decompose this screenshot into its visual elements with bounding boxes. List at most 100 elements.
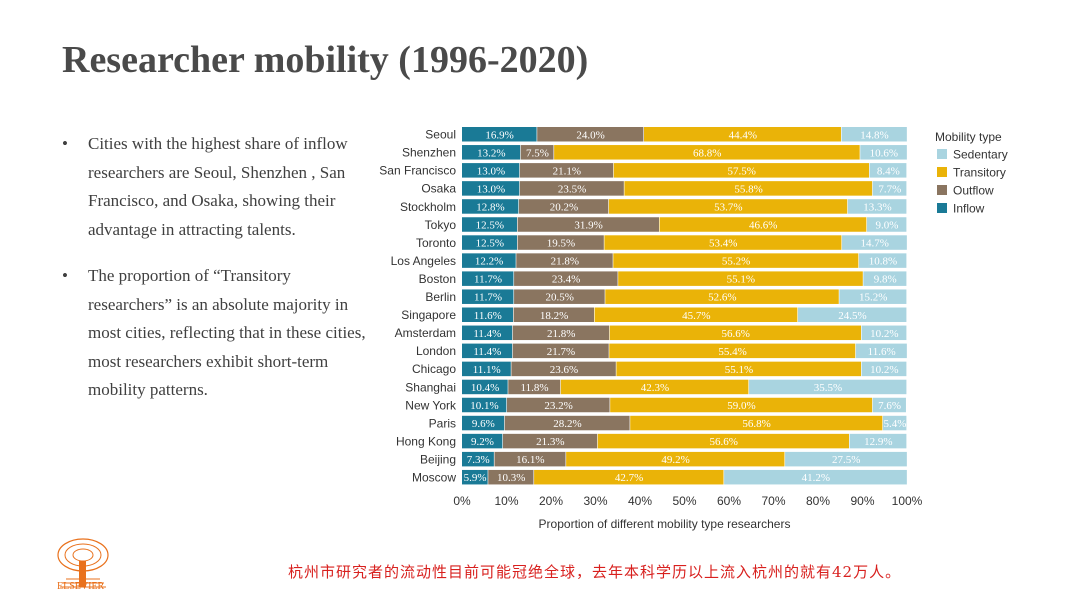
bar-value-label: 12.5% (476, 238, 504, 250)
bar-segment-inflow (462, 379, 508, 395)
bar-segment-sedentary (847, 199, 907, 214)
bar-segment-transitory (613, 253, 859, 268)
bullet-text-transitory: The proportion of “Transitory researcher… (88, 266, 366, 399)
bar-segment-transitory (608, 199, 848, 214)
bar-value-label: 24.0% (576, 129, 604, 141)
city-label: Stockholm (400, 200, 456, 214)
bar-segment-sedentary (860, 145, 907, 160)
bar-value-label: 10.8% (869, 256, 897, 268)
bar-segment-sedentary (861, 361, 907, 377)
bullet-list: • Cities with the highest share of inflo… (62, 130, 372, 423)
bar-segment-sedentary (866, 217, 907, 232)
bar-segment-outflow (518, 199, 609, 214)
bar-value-label: 53.7% (714, 201, 742, 213)
bar-value-label: 19.5% (547, 238, 575, 250)
bar-segment-inflow (462, 469, 488, 485)
legend-label-sedentary: Sedentary (953, 148, 1008, 162)
bar-value-label: 11.7% (474, 292, 502, 304)
bar-value-label: 12.2% (475, 256, 503, 268)
bar-segment-inflow (462, 433, 503, 449)
bar-value-label: 15.2% (859, 292, 887, 304)
bar-segment-transitory (630, 415, 883, 431)
bar-value-label: 11.7% (474, 274, 502, 286)
bar-value-label: 8.4% (877, 165, 900, 177)
bar-value-label: 56.6% (709, 436, 737, 448)
city-label: Los Angeles (391, 254, 456, 268)
bar-value-label: 18.2% (540, 310, 568, 322)
bar-segment-sedentary (842, 235, 907, 250)
bar-value-label: 52.6% (708, 292, 736, 304)
bar-segment-outflow (519, 181, 624, 196)
bar-value-label: 12.5% (476, 220, 504, 232)
bar-value-label: 23.4% (552, 274, 580, 286)
bar-segment-inflow (462, 325, 513, 341)
bar-value-label: 21.1% (553, 165, 581, 177)
bar-segment-transitory (554, 145, 860, 160)
bar-value-label: 42.3% (641, 382, 669, 394)
bar-segment-outflow (537, 127, 644, 142)
bar-segment-transitory (609, 325, 862, 341)
bar-value-label: 14.7% (861, 238, 889, 250)
bullet-item: • Cities with the highest share of inflo… (62, 130, 372, 244)
bar-segment-outflow (511, 361, 616, 377)
bar-segment-sedentary (858, 253, 907, 268)
city-label: Berlin (425, 290, 456, 304)
x-tick-label: 100% (892, 494, 923, 508)
bar-value-label: 10.3% (497, 472, 525, 484)
bar-value-label: 53.4% (709, 238, 737, 250)
x-tick-label: 90% (850, 494, 874, 508)
bar-segment-transitory (605, 289, 839, 304)
bullet-dot: • (62, 134, 68, 153)
x-axis-title: Proportion of different mobility type re… (539, 517, 791, 531)
bar-value-label: 9.0% (876, 220, 899, 232)
bar-segment-transitory (594, 307, 798, 322)
bar-value-label: 13.3% (863, 201, 891, 213)
bar-segment-outflow (508, 379, 561, 395)
bar-value-label: 35.5% (814, 382, 842, 394)
bar-segment-transitory (609, 343, 856, 359)
bar-value-label: 5.4% (884, 418, 907, 430)
bar-value-label: 9.2% (471, 436, 494, 448)
x-tick-label: 80% (806, 494, 830, 508)
bar-segment-sedentary (872, 181, 907, 196)
bar-segment-sedentary (872, 397, 906, 413)
bar-segment-outflow (520, 145, 554, 160)
bar-value-label: 55.4% (718, 346, 746, 358)
city-label: Tokyo (425, 218, 457, 232)
bar-segment-inflow (462, 163, 520, 178)
bar-value-label: 44.4% (729, 129, 757, 141)
bar-value-label: 21.3% (536, 436, 564, 448)
bar-segment-sedentary (849, 433, 907, 449)
bar-value-label: 27.5% (832, 454, 860, 466)
bar-segment-outflow (504, 415, 630, 431)
x-tick-label: 70% (761, 494, 785, 508)
bar-value-label: 9.8% (874, 274, 897, 286)
legend-label-outflow: Outflow (953, 184, 994, 198)
bar-value-label: 31.9% (574, 220, 602, 232)
bar-value-label: 14.8% (860, 129, 888, 141)
elsevier-logo-text: ELSEVIER (57, 581, 105, 592)
bar-segment-transitory (644, 127, 841, 142)
bar-value-label: 23.6% (550, 364, 578, 376)
city-label: Shanghai (405, 380, 456, 394)
bar-segment-transitory (534, 469, 724, 485)
bar-segment-inflow (462, 181, 520, 196)
legend-label-transitory: Transitory (953, 166, 1006, 180)
bar-segment-transitory (613, 163, 870, 178)
legend-swatch-inflow (937, 203, 947, 213)
city-label: Osaka (421, 182, 456, 196)
bar-value-label: 23.5% (558, 183, 586, 195)
bar-value-label: 24.5% (838, 310, 866, 322)
bar-segment-transitory (604, 235, 842, 250)
bar-value-label: 10.1% (470, 400, 498, 412)
bar-value-label: 10.6% (870, 147, 898, 159)
bar-value-label: 55.1% (725, 364, 753, 376)
bar-segment-sedentary (841, 127, 907, 142)
bar-value-label: 11.6% (474, 310, 502, 322)
x-tick-label: 20% (539, 494, 563, 508)
bar-segment-sedentary (785, 451, 907, 467)
bar-segment-inflow (462, 451, 494, 467)
bar-value-label: 28.2% (553, 418, 581, 430)
bar-segment-outflow (502, 433, 598, 449)
bar-value-label: 21.8% (547, 328, 575, 340)
